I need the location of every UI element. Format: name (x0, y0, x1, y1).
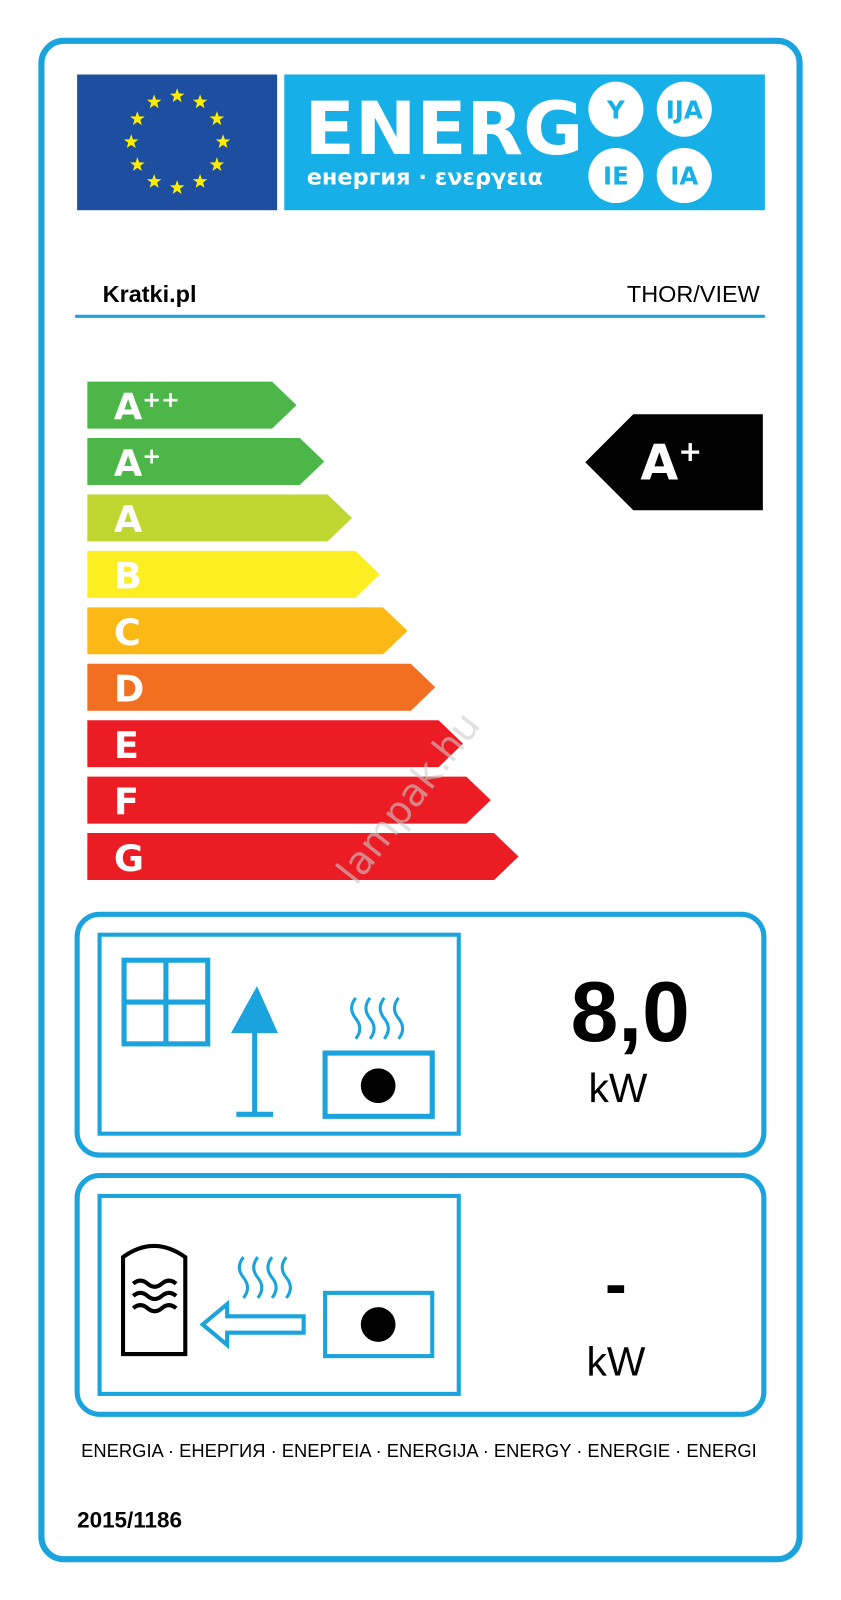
star (192, 94, 208, 109)
class-label: A++ (114, 385, 180, 428)
class-arrow (87, 381, 297, 429)
class-arrow (87, 663, 436, 711)
class-arrow (87, 438, 325, 485)
model: THOR/VIEW (627, 281, 761, 307)
water-icons (199, 1256, 435, 1359)
suffix-circle (656, 81, 712, 137)
eu-stars (123, 88, 231, 194)
room-icon-frame (97, 932, 461, 1136)
suffix: IJA (666, 95, 703, 124)
star (123, 134, 139, 149)
indirect-value: - (605, 1247, 627, 1320)
tank-water (131, 1278, 178, 1314)
indirect-unit: kW (586, 1339, 645, 1385)
star (130, 157, 145, 172)
room-icons (121, 957, 435, 1119)
suffix: Y (606, 95, 625, 124)
star (130, 111, 145, 126)
suffix-circle (588, 81, 644, 137)
banner-title: ENERG (305, 87, 584, 172)
class-label: A+ (114, 442, 161, 485)
star (192, 173, 208, 188)
class-letter: B (114, 555, 142, 598)
banner-subtitle: енергия · ενεργεια (307, 165, 543, 191)
class-arrow (87, 720, 464, 768)
class-letter: A (114, 442, 143, 485)
tank-icon (121, 1244, 188, 1357)
class-letter: G (114, 837, 144, 880)
rating-arrow (585, 414, 763, 511)
class-arrow (87, 494, 353, 542)
class-label: B (114, 555, 142, 598)
class-label: G (114, 837, 144, 880)
indirect-box (74, 1172, 767, 1417)
direct-value: 8,0 (571, 964, 690, 1060)
direct-unit: kW (588, 1065, 647, 1111)
class-letter: A (114, 498, 143, 541)
languages: ENERGIA · ЕНЕРГИЯ · ΕΝΕΡΓΕΙΑ · ENERGIJA … (81, 1440, 757, 1461)
suffix-circle (656, 147, 712, 204)
star (146, 173, 162, 188)
star (146, 94, 162, 109)
suffix-circle (588, 147, 644, 204)
heater-icon (323, 1290, 435, 1359)
heater-icon (322, 1050, 435, 1119)
rating: A+ (640, 434, 702, 491)
star (169, 88, 185, 103)
class-label: A (114, 498, 143, 541)
star (209, 157, 225, 172)
supplier: Kratki.pl (103, 281, 197, 307)
class-label: D (114, 668, 144, 711)
class-letter: F (114, 780, 139, 823)
suffix-group: Y IJA IE IA (588, 81, 712, 204)
suffix: IE (603, 162, 629, 191)
class-arrow (87, 607, 408, 655)
suffix: IA (670, 162, 698, 191)
direct-box (74, 911, 767, 1158)
class-label: C (114, 611, 141, 654)
class-arrow (87, 833, 519, 880)
water-icon-frame (97, 1193, 461, 1396)
class-label: E (114, 724, 139, 767)
heat-waves (237, 1256, 292, 1299)
star (169, 180, 185, 194)
class-arrow (87, 550, 380, 598)
star (215, 134, 231, 149)
class-sup: ++ (142, 387, 180, 413)
class-sup: + (142, 444, 161, 470)
flow-arrow (199, 1299, 306, 1350)
rating-letter: A (640, 435, 678, 492)
class-label: F (114, 780, 139, 823)
class-letter: C (114, 611, 141, 654)
class-letter: E (114, 724, 139, 767)
rating-sup: + (678, 434, 702, 468)
heat-waves (350, 997, 405, 1040)
regulation: 2015/1186 (77, 1508, 182, 1533)
class-letter: A (114, 385, 143, 428)
heater-symbol (360, 1307, 396, 1342)
heater-symbol (360, 1068, 396, 1104)
star (209, 111, 225, 126)
class-letter: D (114, 668, 144, 711)
class-arrow (87, 776, 491, 824)
